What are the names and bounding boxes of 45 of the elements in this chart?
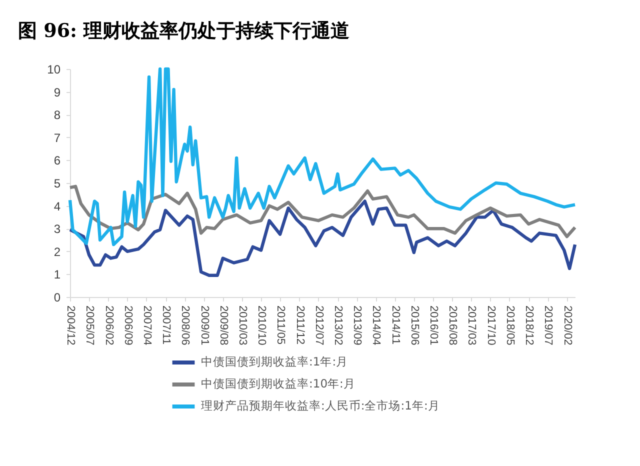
x-tick-label: 2009/08 bbox=[217, 306, 230, 346]
x-tick-label: 2020/02 bbox=[561, 306, 574, 346]
x-tick-label: 2006/02 bbox=[102, 306, 115, 346]
y-tick-label: 9 bbox=[54, 85, 61, 100]
x-tick-label: 2016/01 bbox=[428, 306, 440, 346]
x-tick-label: 2007/04 bbox=[140, 306, 153, 346]
x-tick-label: 2007/11 bbox=[160, 306, 172, 344]
x-tick-label: 2013/09 bbox=[351, 306, 364, 346]
x-tick-label: 2019/07 bbox=[542, 306, 554, 346]
y-tick-label: 2 bbox=[54, 244, 61, 259]
x-tick-label: 2016/08 bbox=[446, 306, 459, 346]
x-tick-label: 2013/02 bbox=[332, 306, 344, 346]
legend-label: 中债国债到期收益率:1年:月 bbox=[201, 354, 348, 368]
x-tick-label: 2008/06 bbox=[179, 306, 192, 346]
legend-label: 中债国债到期收益率:10年:月 bbox=[201, 376, 356, 390]
y-tick-label: 8 bbox=[54, 108, 61, 122]
x-tick-label: 2011/05 bbox=[274, 306, 287, 344]
x-tick-label: 2017/10 bbox=[484, 306, 497, 346]
y-tick-label: 4 bbox=[54, 199, 61, 214]
y-tick-label: 6 bbox=[54, 154, 61, 168]
x-tick-label: 2011/12 bbox=[294, 306, 306, 344]
x-tick-label: 2010/03 bbox=[236, 306, 248, 346]
y-tick-label: 0 bbox=[54, 290, 61, 304]
legend-label: 理财产品预期年收益率:人民币:全市场:1年:月 bbox=[201, 398, 440, 412]
x-tick-label: 2006/09 bbox=[122, 306, 134, 346]
x-tick-label: 2004/12 bbox=[64, 306, 76, 346]
x-tick-label: 2014/11 bbox=[389, 306, 402, 344]
y-tick-label: 1 bbox=[54, 268, 61, 282]
y-tick-label: 3 bbox=[54, 222, 61, 236]
x-tick-label: 2018/05 bbox=[504, 306, 516, 346]
x-tick-label: 2012/07 bbox=[312, 306, 325, 346]
x-tick-label: 2015/06 bbox=[408, 306, 420, 346]
y-tick-label: 10 bbox=[47, 62, 61, 76]
x-tick-label: 2017/03 bbox=[466, 306, 478, 346]
x-tick-label: 2010/10 bbox=[256, 306, 268, 346]
line-series bbox=[68, 67, 577, 246]
line-series bbox=[68, 200, 577, 277]
x-tick-label: 2018/12 bbox=[523, 306, 536, 346]
y-tick-label: 5 bbox=[54, 176, 61, 190]
x-tick-label: 2014/04 bbox=[370, 306, 382, 346]
chart-title: 图 96: 理财收益率仍处于持续下行通道 bbox=[18, 20, 350, 42]
x-tick-label: 2009/01 bbox=[198, 306, 210, 346]
y-tick-label: 7 bbox=[54, 130, 61, 145]
x-tick-label: 2005/07 bbox=[84, 306, 96, 346]
line-series bbox=[68, 184, 577, 238]
